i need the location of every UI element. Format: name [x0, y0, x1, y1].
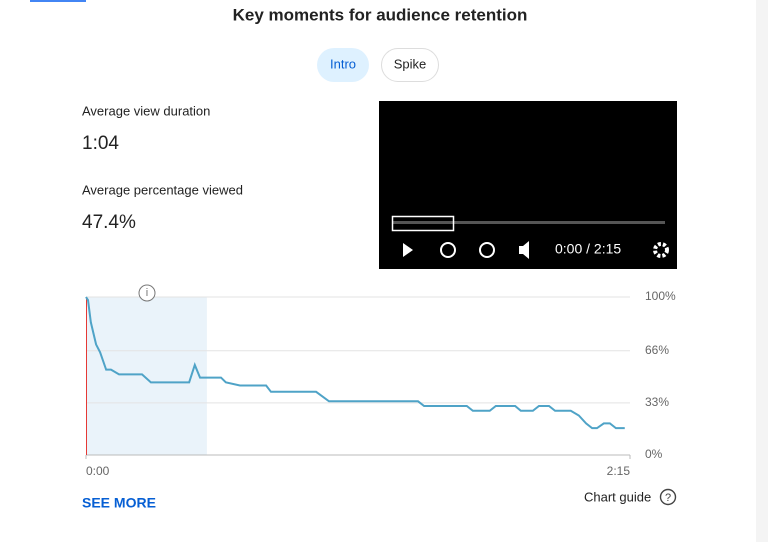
progress-track[interactable]	[392, 221, 665, 224]
tab-label[interactable]: Spike	[394, 56, 427, 71]
chart-guide-link[interactable]: Chart guide	[584, 489, 651, 504]
help-icon[interactable]	[659, 488, 677, 506]
tab-intro[interactable]	[317, 48, 369, 82]
tab-spike[interactable]	[381, 48, 439, 82]
title: Key moments for audience retention	[233, 5, 528, 24]
tab-label[interactable]: Intro	[330, 56, 356, 71]
retention-chart: 0% 33% 66% 100% 0:00 2:15	[85, 289, 676, 478]
side-strip	[756, 0, 768, 542]
settings-button[interactable]	[653, 242, 669, 258]
y-tick-label: 33%	[645, 395, 669, 409]
volume-button[interactable]	[519, 241, 529, 259]
info-icon-glyph: i	[146, 287, 148, 299]
help-icon-glyph: ?	[665, 492, 671, 504]
forward-button[interactable]	[479, 242, 495, 258]
intro-highlight	[86, 297, 207, 455]
retention-line	[85, 296, 625, 430]
play-button[interactable]	[403, 243, 413, 257]
y-tick-label: 66%	[645, 343, 669, 357]
y-tick-label: 100%	[645, 289, 676, 303]
info-icon[interactable]	[138, 284, 156, 302]
stat-label: Average percentage viewed	[82, 182, 243, 197]
time-display: 0:00 / 2:15	[555, 241, 621, 257]
see-more-link[interactable]: SEE MORE	[82, 495, 156, 511]
video[interactable]	[379, 101, 677, 269]
x-tick-label: 0:00	[86, 464, 110, 478]
rewind-button[interactable]	[440, 242, 456, 258]
progress-thumb-box	[391, 215, 455, 232]
stat-value: 47.4%	[82, 212, 136, 233]
x-tick-label: 2:15	[607, 464, 631, 478]
y-tick-label: 0%	[645, 447, 663, 461]
top-tab-indicator	[30, 0, 86, 2]
stat-value: 1:04	[82, 133, 119, 154]
video-player: 0:00 / 2:15	[379, 101, 677, 269]
stat-label: Average view duration	[82, 103, 210, 118]
